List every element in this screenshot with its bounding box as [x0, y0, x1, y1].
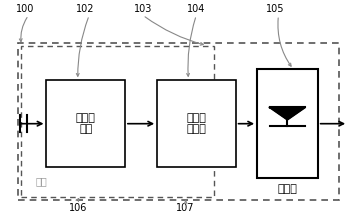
Text: 107: 107 — [176, 203, 195, 213]
Polygon shape — [270, 107, 305, 120]
FancyBboxPatch shape — [157, 80, 236, 167]
Text: 激光器
驱动: 激光器 驱动 — [76, 113, 96, 135]
FancyBboxPatch shape — [46, 80, 125, 167]
FancyBboxPatch shape — [257, 69, 318, 178]
Text: 104: 104 — [187, 4, 206, 14]
Text: 106: 106 — [69, 203, 88, 213]
Text: 102: 102 — [76, 4, 95, 14]
Text: 激光器: 激光器 — [277, 184, 297, 194]
Text: 105: 105 — [266, 4, 284, 14]
Text: 高频预
补偿器: 高频预 补偿器 — [186, 113, 206, 135]
Text: 100: 100 — [16, 4, 34, 14]
Text: 衬底: 衬底 — [36, 177, 47, 187]
Text: 103: 103 — [134, 4, 152, 14]
